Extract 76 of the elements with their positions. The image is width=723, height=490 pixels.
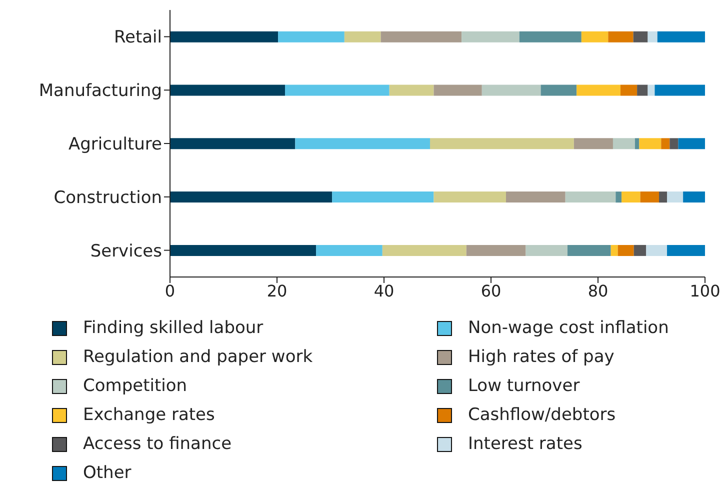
- bar: [633, 31, 648, 42]
- legend-label: Other: [83, 463, 132, 483]
- bar: [565, 192, 616, 203]
- bar: [170, 192, 332, 203]
- y-tick-label: Services: [90, 241, 162, 262]
- bar: [434, 84, 482, 96]
- bar: [634, 138, 640, 150]
- legend-label: Exchange rates: [83, 405, 215, 425]
- bar: [640, 192, 659, 203]
- bar: [576, 84, 620, 96]
- bar: [639, 138, 662, 150]
- bar: [608, 31, 634, 42]
- bar: [462, 31, 520, 42]
- legend-label: Regulation and paper work: [83, 347, 313, 367]
- bar: [482, 84, 541, 96]
- bar: [574, 138, 613, 150]
- legend-label: Cashflow/debtors: [468, 405, 616, 425]
- bar: [170, 138, 296, 150]
- y-tick-label: Manufacturing: [38, 81, 162, 102]
- bar: [526, 244, 568, 256]
- bar: [434, 192, 506, 203]
- bar: [519, 31, 582, 42]
- bar: [658, 192, 668, 203]
- legend-label: Finding skilled labour: [83, 318, 264, 338]
- bar: [466, 244, 526, 256]
- bar: [285, 84, 390, 96]
- bar: [648, 84, 655, 96]
- bar: [667, 192, 684, 203]
- bar: [344, 31, 381, 42]
- legend-label: High rates of pay: [468, 347, 614, 367]
- bar: [622, 192, 640, 203]
- bar: [657, 31, 705, 42]
- bar: [654, 84, 705, 96]
- bar: [616, 192, 622, 203]
- bar: [170, 84, 286, 96]
- y-tick-label: Agriculture: [68, 134, 162, 155]
- bar: [380, 31, 462, 42]
- bar: [170, 31, 278, 42]
- legend-label: Non-wage cost inflation: [468, 318, 669, 338]
- bar: [646, 244, 668, 256]
- y-tick-label: Retail: [114, 28, 162, 48]
- y-tick-label: Construction: [54, 188, 162, 208]
- bar: [506, 192, 566, 203]
- bar: [634, 244, 646, 256]
- bar: [648, 31, 658, 42]
- bar: [683, 192, 705, 203]
- bar: [620, 84, 638, 96]
- bar: [332, 192, 434, 203]
- bar: [278, 31, 344, 42]
- bar: [581, 31, 608, 42]
- x-tick-label: 20: [266, 281, 288, 300]
- bar: [170, 244, 316, 256]
- x-tick-label: 0: [164, 281, 176, 300]
- legend-label: Access to finance: [83, 434, 232, 454]
- bar: [667, 244, 705, 256]
- x-tick-label: 100: [690, 281, 720, 300]
- bar: [678, 138, 705, 150]
- bar: [612, 138, 635, 150]
- bar: [295, 138, 430, 150]
- bar: [661, 138, 670, 150]
- legend-label: Interest rates: [468, 434, 582, 454]
- bar: [568, 244, 611, 256]
- bar: [670, 138, 678, 150]
- legend-label: Low turnover: [468, 376, 580, 396]
- bar: [540, 84, 577, 96]
- x-tick-label: 40: [374, 281, 394, 300]
- legend-label: Competition: [83, 376, 188, 396]
- bar: [430, 138, 574, 150]
- bar: [618, 244, 634, 256]
- bar: [382, 244, 466, 256]
- bar: [389, 84, 434, 96]
- bar: [316, 244, 382, 256]
- x-tick-label: 80: [588, 281, 608, 300]
- x-tick-label: 60: [480, 281, 502, 300]
- bar: [637, 84, 648, 96]
- bar: [610, 244, 618, 256]
